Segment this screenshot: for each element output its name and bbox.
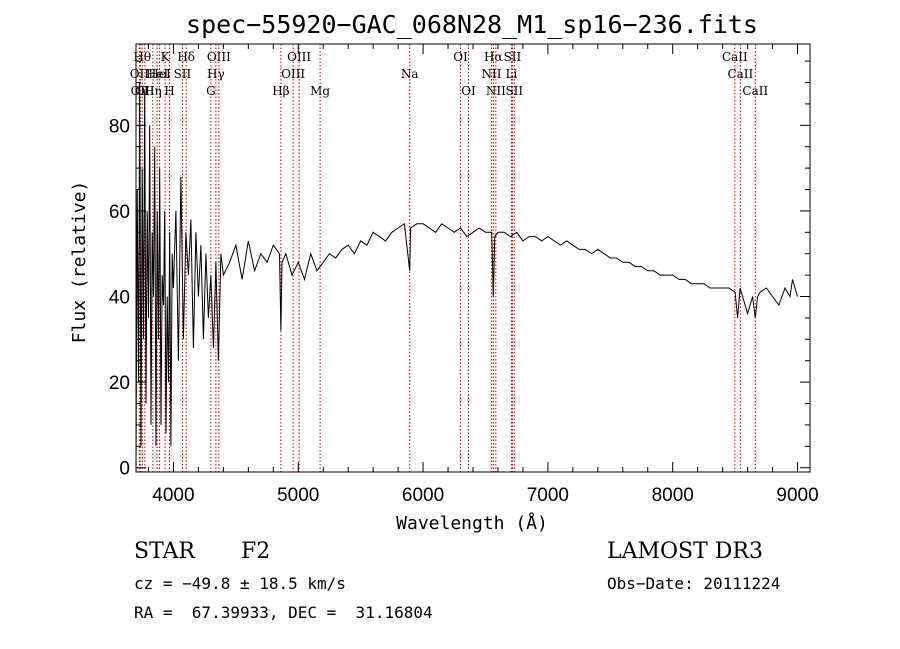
spectral-line-label: NII [486, 84, 506, 98]
spectral-line-label: H [164, 84, 174, 98]
spectral-line-label: K [161, 50, 171, 64]
spectrum-line [135, 82, 798, 468]
spectral-line-label: Mg [310, 84, 330, 98]
coordinates: RA = 67.39933, DEC = 31.16804 [134, 603, 433, 622]
object-subclass: F2 [241, 539, 271, 564]
spectral-line-label: Hβ [272, 84, 289, 98]
spectral-line-label: OII [130, 67, 150, 81]
y-tick-label: 0 [119, 459, 130, 480]
spectral-line-label: CaII [727, 67, 753, 81]
y-tick-label: 40 [109, 288, 130, 309]
chart-title: spec−55920−GAC_068N28_M1_sp16−236.fits [186, 10, 758, 39]
spectral-line-label: OI [453, 50, 468, 64]
x-tick-label: 6000 [402, 485, 444, 506]
redshift-value: cz = −49.8 ± 18.5 km/s [134, 574, 346, 593]
observation-date: Obs−Date: 20111224 [607, 574, 781, 593]
spectral-line-label: Hα [484, 50, 503, 64]
spectral-line-label: CaII [722, 50, 748, 64]
spectral-lines [138, 44, 756, 472]
y-tick-label: 20 [109, 373, 130, 394]
x-tick-label: 8000 [652, 485, 694, 506]
spectral-line-label: OIII [207, 50, 231, 64]
spectral-line-label: NII [481, 67, 501, 81]
y-tick-labels: 0 20 40 60 80 [109, 116, 130, 479]
x-tick-label: 5000 [277, 485, 319, 506]
spectral-line-label: HeI [146, 67, 169, 81]
spectral-line-label: HeI [148, 67, 171, 81]
axis-ticks [136, 44, 810, 472]
spectral-line-label: Na [401, 67, 419, 81]
spectral-line-label: OI [461, 84, 476, 98]
spectral-line-label: Hγ [207, 67, 225, 81]
x-tick-labels: 4000 5000 6000 7000 8000 9000 [152, 485, 818, 506]
spectral-line-label: Li [506, 67, 518, 81]
x-tick-label: 4000 [152, 485, 194, 506]
spectral-line-label: OII [131, 84, 151, 98]
spectral-line-label: SII [174, 67, 192, 81]
spectral-line-label: OIII [287, 50, 311, 64]
x-axis-label: Wavelength (Å) [396, 512, 548, 534]
x-tick-label: 9000 [776, 485, 818, 506]
spectral-line-label: G [206, 84, 216, 98]
spectral-line-label: CaII [742, 84, 768, 98]
spectral-line-label: Hδ [177, 50, 195, 64]
object-class: STAR [134, 539, 195, 564]
y-axis-label: Flux (relative) [69, 181, 90, 344]
spectral-line-labels: OIIOIIHθOIIHηHeIHeIKHSIIHδGHγOIIIHβOIIIO… [130, 50, 769, 98]
spectral-line-label: SII [504, 50, 522, 64]
y-tick-label: 80 [109, 116, 130, 137]
survey-name: LAMOST DR3 [607, 539, 763, 564]
plot-frame [135, 43, 811, 473]
spectral-line-label: Hθ [133, 50, 151, 64]
spectral-line-label: Hη [144, 84, 162, 98]
spectral-line-label: SII [505, 84, 523, 98]
x-tick-label: 7000 [527, 485, 569, 506]
y-tick-label: 60 [109, 202, 130, 223]
spectral-line-label: OIII [281, 67, 305, 81]
